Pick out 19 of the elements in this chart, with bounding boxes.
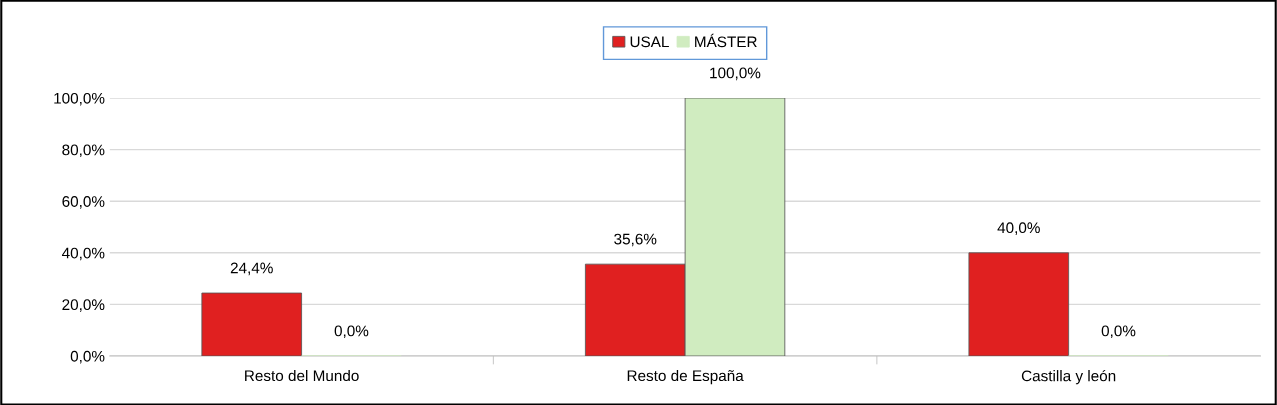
- x-tick-label: Castilla y león: [1021, 369, 1116, 385]
- y-tick-label: 40,0%: [61, 247, 105, 261]
- data-label: 0,0%: [334, 325, 369, 339]
- y-tick-label: 80,0%: [62, 144, 105, 158]
- legend-label: USAL: [630, 36, 669, 48]
- bar: [201, 292, 302, 356]
- y-tick-label: 20,0%: [62, 299, 105, 312]
- y-tick-label: 100,0%: [54, 92, 105, 106]
- data-label: 100,0%: [710, 67, 761, 81]
- data-label: 35,6%: [614, 233, 657, 247]
- x-tick-label: Resto del Mundo: [245, 369, 359, 382]
- data-label: 40,0%: [997, 222, 1040, 235]
- y-tick-label: 0,0%: [70, 350, 105, 364]
- data-label: 0,0%: [1101, 325, 1136, 339]
- legend-label: MÁSTER: [695, 33, 757, 48]
- x-tick-label: Resto de España: [627, 369, 744, 385]
- data-label: 24,4%: [230, 262, 273, 276]
- y-tick-label: 60,0%: [62, 196, 105, 209]
- bar: [968, 252, 1070, 356]
